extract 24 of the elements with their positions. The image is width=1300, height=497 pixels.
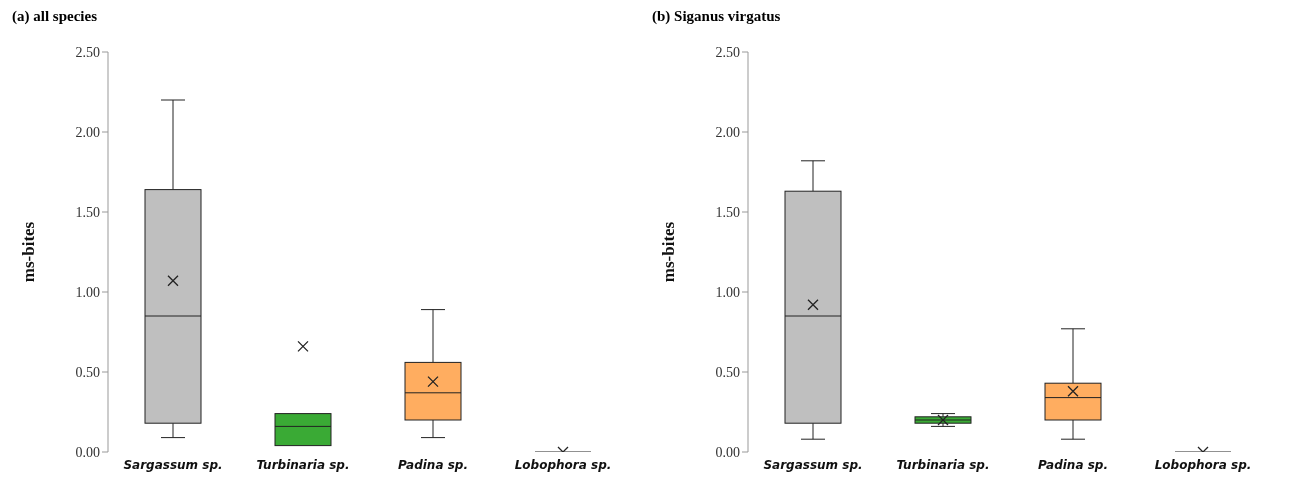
x-tick-label: Turbinaria sp. <box>896 457 990 472</box>
x-tick-label: Sargassum sp. <box>123 457 223 472</box>
y-tick-label: 1.50 <box>75 204 100 220</box>
y-tick-label: 2.50 <box>75 44 100 60</box>
y-tick-label: 1.00 <box>715 284 740 300</box>
x-tick-label: Lobophora sp. <box>1154 457 1252 472</box>
y-tick-label: 2.50 <box>715 44 740 60</box>
y-tick-label: 0.00 <box>75 444 100 460</box>
x-tick-label: Padina sp. <box>1038 457 1108 472</box>
x-tick-label: Padina sp. <box>398 457 468 472</box>
y-tick-label: 1.00 <box>75 284 100 300</box>
chart-title: (b) Siganus virgatus <box>651 8 782 26</box>
x-tick-label: Turbinaria sp. <box>256 457 350 472</box>
y-tick-label: 1.50 <box>715 204 740 220</box>
chart-title: (a) all species <box>11 8 98 26</box>
y-tick-label: 0.50 <box>715 364 740 380</box>
x-tick-label: Lobophora sp. <box>514 457 612 472</box>
x-tick-label: Sargassum sp. <box>763 457 863 472</box>
y-tick-label: 2.00 <box>715 124 740 140</box>
y-tick-label: 0.50 <box>75 364 100 380</box>
y-tick-label: 0.00 <box>715 444 740 460</box>
y-axis-title: ms-bites <box>19 221 39 283</box>
y-tick-label: 2.00 <box>75 124 100 140</box>
y-axis-title: ms-bites <box>659 221 679 283</box>
